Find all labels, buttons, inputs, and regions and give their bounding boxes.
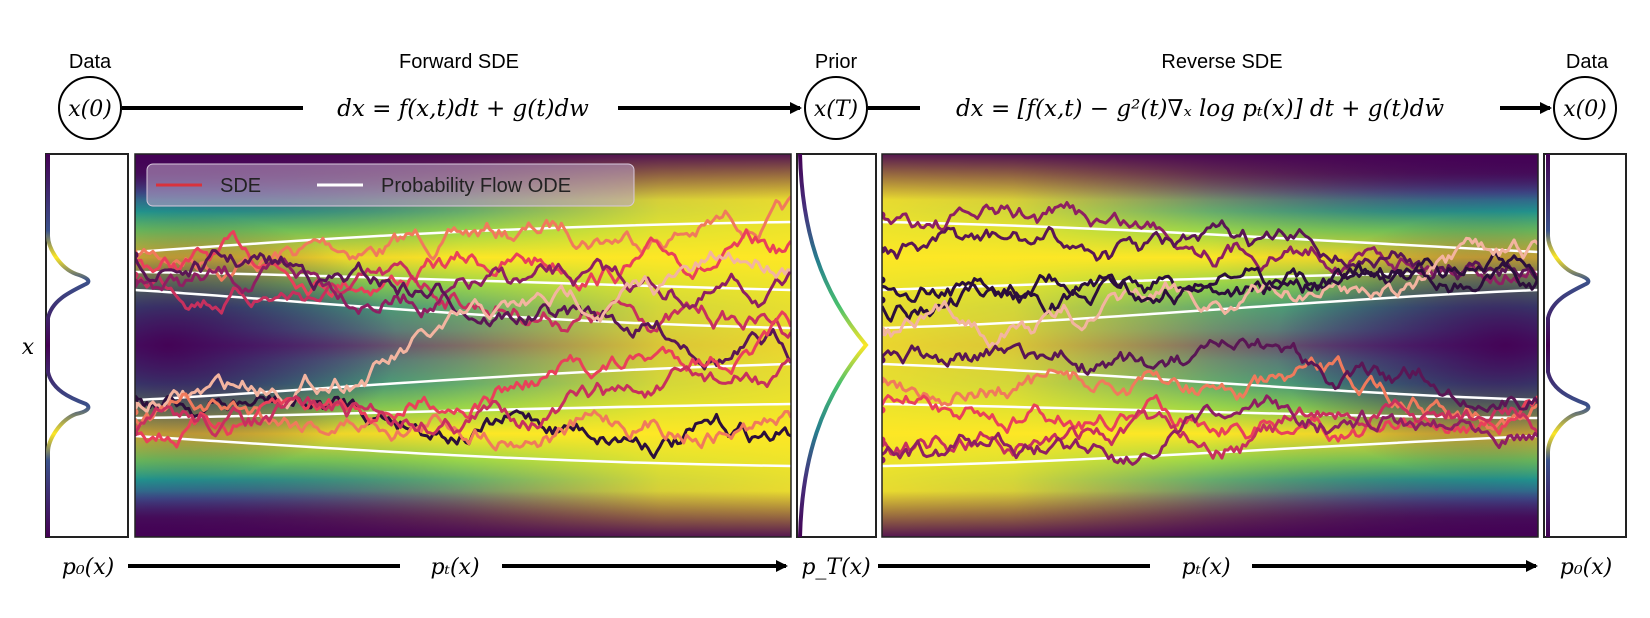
forward-heatmap-panel [135, 154, 791, 537]
bottom-label-pt-forward: pₜ(x) [430, 555, 479, 580]
density-curve-p0-left [46, 154, 91, 537]
header-prior: Prior [815, 51, 858, 73]
sde-trajectory-reverse-8-start-marker [882, 456, 886, 464]
sde-trajectory-reverse-2-start-marker [882, 246, 886, 254]
sde-trajectory-reverse-7-start-marker [882, 436, 886, 444]
sde-trajectory-forward-4 [135, 257, 791, 319]
header-data-left: Data [69, 51, 112, 73]
node-x0-left-label: x(0) [68, 97, 112, 122]
density-curve-prior [798, 153, 869, 538]
sde-trajectory-forward-3 [135, 260, 791, 339]
sde-trajectory-reverse-1-start-marker [882, 211, 886, 219]
sde-trajectory-reverse-3-start-marker [882, 296, 886, 304]
sde-trajectory-reverse-6 [882, 394, 1538, 443]
sde-trajectory-forward-8 [135, 392, 791, 452]
density-panel-p0-right [1543, 153, 1627, 538]
sde-trajectory-forward-8-start-marker [135, 408, 139, 416]
sde-trajectory-reverse-1 [882, 201, 1538, 286]
ode-curve-f6 [135, 434, 791, 468]
header-reverse-sde: Reverse SDE [1161, 51, 1282, 73]
bottom-label-p0-right: p₀(x) [1560, 555, 1612, 580]
sde-trajectory-forward-7-start-marker [135, 401, 139, 409]
forward-equation: dx = f(x,t)dt + g(t)dw [337, 96, 589, 122]
sde-trajectory-reverse-5 [882, 355, 1538, 431]
bottom-label-pt-reverse: pₜ(x) [1181, 555, 1230, 580]
forward-sde-trajectories [135, 195, 791, 459]
node-xT: x(T) [804, 76, 868, 140]
sde-trajectory-reverse-10-start-marker [882, 276, 886, 284]
sde-trajectory-forward-3-start-marker [135, 271, 139, 279]
node-x0-left: x(0) [58, 76, 122, 140]
reverse-sde-trajectories [882, 201, 1538, 466]
sde-trajectory-reverse-5-start-marker [882, 376, 886, 384]
sde-trajectory-reverse-8 [882, 394, 1538, 466]
sde-trajectory-reverse-4-start-marker [882, 326, 886, 334]
header-forward-sde: Forward SDE [399, 51, 519, 73]
node-xT-label: x(T) [814, 97, 858, 122]
density-panel-p0-left [45, 153, 129, 538]
sde-trajectory-reverse-6-start-marker [882, 406, 886, 414]
legend-label-sde: SDE [220, 175, 261, 197]
sde-trajectory-forward-10-start-marker [135, 429, 139, 437]
sde-trajectory-reverse-4 [882, 236, 1538, 349]
sde-trajectory-forward-4-start-marker [135, 278, 139, 286]
legend-label-ode: Probability Flow ODE [381, 175, 571, 197]
bottom-label-pT: p_T(x) [801, 555, 870, 580]
sde-trajectory-reverse-10 [882, 254, 1538, 306]
sde-trajectory-forward-10 [135, 357, 791, 438]
header-data-right: Data [1566, 51, 1609, 73]
ode-curve-r6 [882, 434, 1538, 468]
node-x0-right-label: x(0) [1563, 97, 1607, 122]
sde-trajectory-forward-5-start-marker [135, 251, 139, 259]
legend: SDE Probability Flow ODE [146, 163, 635, 207]
density-panel-prior [796, 153, 877, 538]
bottom-label-p0-left: p₀(x) [62, 555, 114, 580]
sde-trajectory-forward-7 [135, 250, 791, 414]
sde-trajectory-reverse-9 [882, 337, 1538, 413]
reverse-equation: dx = [f(x,t) − g²(t)∇ₓ log pₜ(x)] dt + g… [956, 96, 1444, 122]
node-x0-right: x(0) [1553, 76, 1617, 140]
density-curve-p0-right [1546, 154, 1591, 537]
sde-trajectory-reverse-7 [882, 398, 1538, 460]
reverse-heatmap-panel [882, 154, 1538, 537]
x-axis-label: x [22, 335, 35, 360]
sde-trajectory-reverse-9-start-marker [882, 356, 886, 364]
